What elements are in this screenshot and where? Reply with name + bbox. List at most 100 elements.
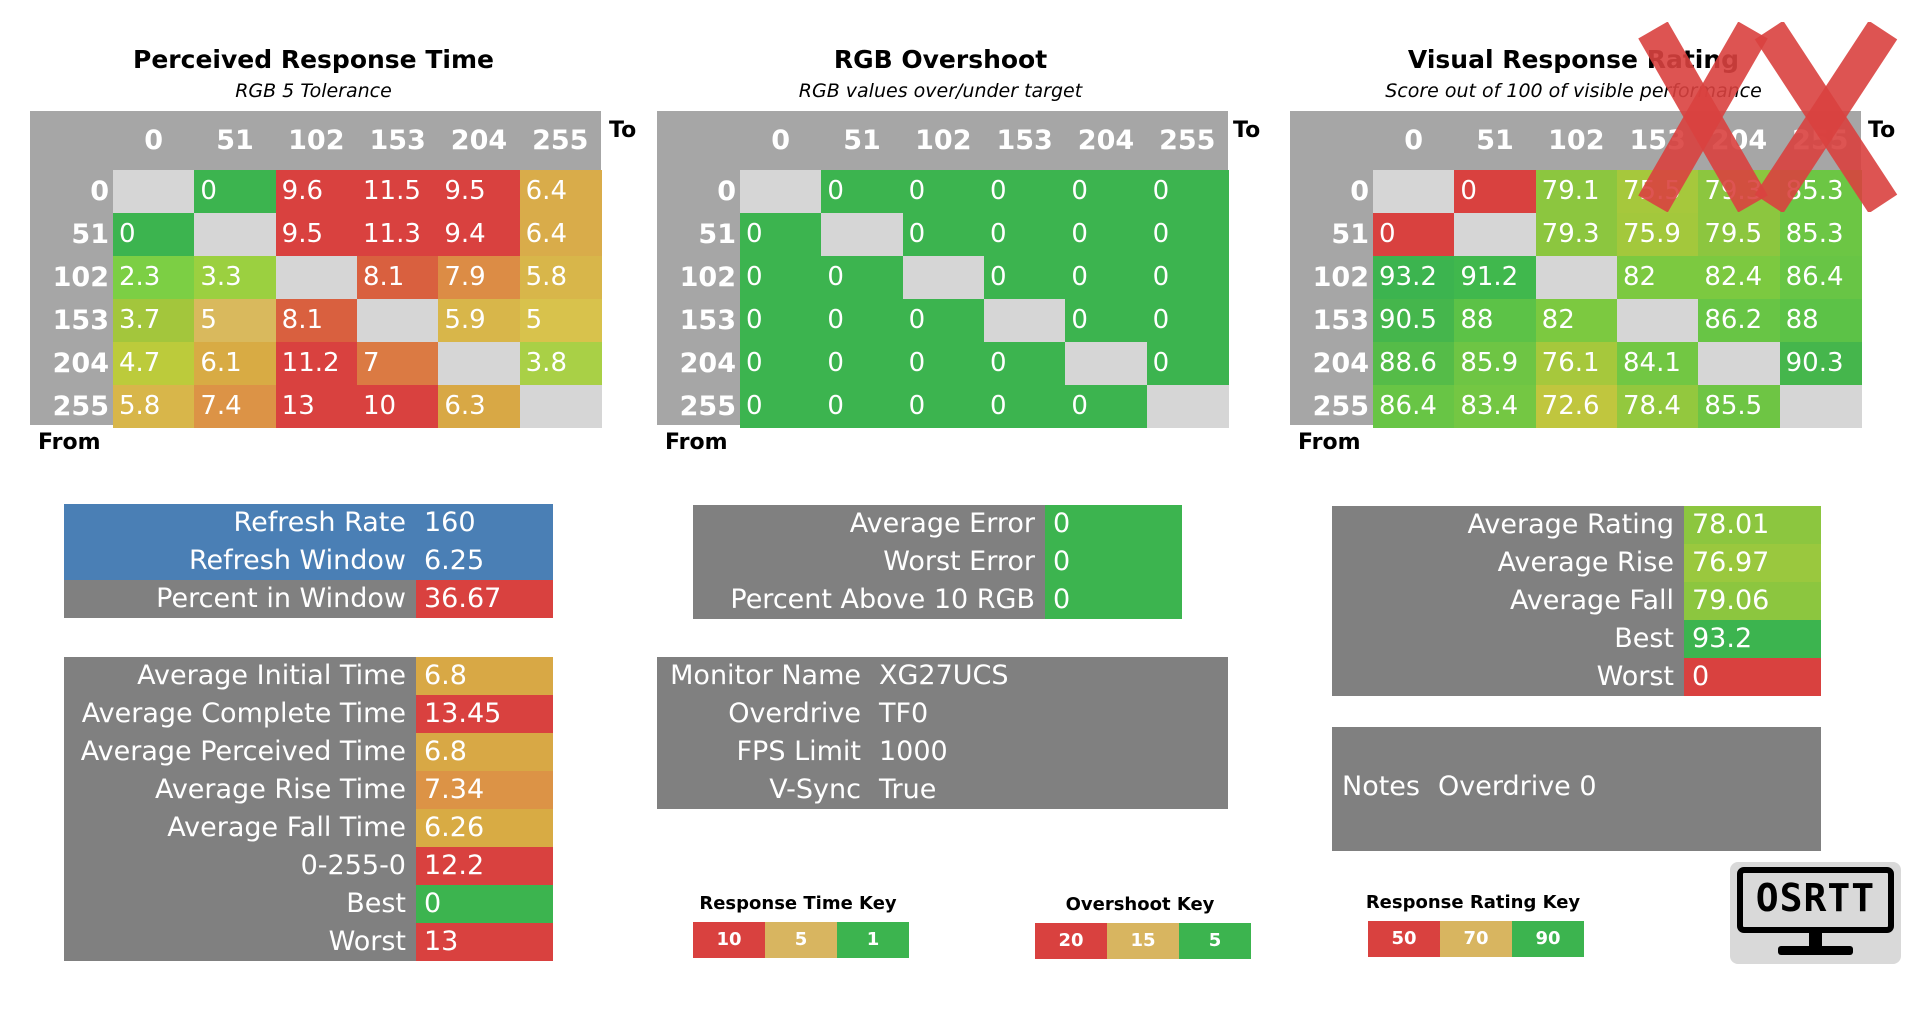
row-header: 204 — [679, 348, 736, 379]
heatmap-cell: 13 — [275, 385, 358, 428]
heatmap-cell: 86.4 — [1373, 385, 1455, 428]
heatmap-cell: 79.3 — [1535, 213, 1618, 256]
column-header: 51 — [216, 125, 254, 156]
heatmap-cell: 88.6 — [1373, 342, 1455, 385]
heatmap-perceived-response-time: 0 51 102 153 204 255 0 0 9.6 11.5 9.5 6.4 51 0 9.5 11.3… — [30, 111, 602, 428]
heatmap-cell — [821, 213, 904, 256]
heatmap-cell — [983, 299, 1066, 342]
heatmap-cell: 7.4 — [194, 385, 277, 428]
key-swatch: 15 — [1107, 923, 1179, 959]
column-header: 102 — [1548, 125, 1605, 156]
column-header: 255 — [1159, 125, 1216, 156]
chart-title-perceived: Perceived Response Time — [133, 45, 494, 74]
column-header: 51 — [1476, 125, 1514, 156]
column-header: 204 — [1077, 125, 1135, 156]
row-header: 51 — [1331, 219, 1369, 250]
row-header: 0 — [90, 176, 109, 207]
heatmap-cell: 79.5 — [1698, 213, 1781, 256]
heatmap-cell: 9.5 — [438, 170, 521, 213]
heatmap-cell: 0 — [902, 385, 985, 428]
stat-row: Best 93.2 — [1332, 620, 1821, 658]
row-header: 102 — [679, 262, 736, 293]
column-header: 51 — [843, 125, 881, 156]
heatmap-cell — [438, 342, 521, 385]
heatmap-cell: 0 — [740, 342, 822, 385]
osrtt-logo: OSRTT — [1730, 862, 1901, 964]
stat-row: Average Complete Time 13.45 — [64, 695, 553, 733]
column-header: 153 — [369, 125, 426, 156]
stat-label: Average Rise Time — [64, 771, 416, 809]
heatmap-cell: 4.7 — [113, 342, 195, 385]
stat-row: FPS Limit 1000 — [657, 733, 1228, 771]
stat-row: Best 0 — [64, 885, 553, 923]
stat-value: 6.25 — [416, 542, 553, 580]
heatmap-cell: 0 — [902, 170, 985, 213]
heatmap-cell: 88 — [1454, 299, 1537, 342]
heatmap-cell: 86.2 — [1698, 299, 1781, 342]
row-header: 204 — [52, 348, 109, 379]
heatmap-cell: 6.1 — [194, 342, 277, 385]
stat-label: 0-255-0 — [64, 847, 416, 885]
row-header: 153 — [1312, 305, 1369, 336]
heatmap-cell: 7.9 — [438, 256, 521, 299]
heatmap-cell — [519, 385, 602, 428]
column-header: 102 — [915, 125, 972, 156]
stat-label: Average Fall — [1332, 582, 1684, 620]
stat-label: Refresh Window — [64, 542, 416, 580]
heatmap-cell — [1779, 385, 1862, 428]
stat-row: Percent in Window 36.67 — [64, 580, 553, 618]
heatmap-cell: 93.2 — [1373, 256, 1455, 299]
stat-row: Average Initial Time 6.8 — [64, 657, 553, 695]
heatmap-cell: 83.4 — [1454, 385, 1537, 428]
stat-label: Average Complete Time — [64, 695, 416, 733]
heatmap-cell: 9.5 — [275, 213, 358, 256]
stat-row: Worst 13 — [64, 923, 553, 961]
column-header: 102 — [288, 125, 345, 156]
logo-text: OSRTT — [1755, 876, 1876, 920]
heatmap-cell: 11.3 — [356, 213, 439, 256]
key-swatch: 5 — [1179, 923, 1251, 959]
key-swatch: 20 — [1035, 923, 1107, 959]
heatmap-cell: 88 — [1779, 299, 1862, 342]
key-swatch: 50 — [1368, 921, 1440, 957]
row-header: 102 — [1312, 262, 1369, 293]
heatmap-cell: 3.8 — [519, 342, 602, 385]
heatmap-cell — [902, 256, 985, 299]
heatmap-cell: 0 — [983, 256, 1066, 299]
key-swatch: 70 — [1440, 921, 1512, 957]
heatmap-cell — [1535, 256, 1618, 299]
stat-value: 1000 — [871, 733, 1228, 771]
stat-value: 0 — [1045, 543, 1182, 581]
heatmap-rgb-overshoot: 0 51 102 153 204 255 0 0 0 0 0 0 51 0 0 0 0 0 102 0 0 0 0 0 153 0… — [657, 111, 1229, 428]
row-header: 153 — [679, 305, 736, 336]
heatmap-cell: 5 — [519, 299, 602, 342]
heatmap-cell: 5.8 — [113, 385, 195, 428]
heatmap-cell — [1065, 342, 1148, 385]
row-header: 255 — [679, 391, 736, 422]
stat-value: True — [871, 771, 1228, 809]
stat-row: Average Error 0 — [693, 505, 1182, 543]
heatmap-cell: 0 — [983, 170, 1066, 213]
axis-label-to: To — [609, 118, 637, 143]
heatmap-cell — [113, 170, 195, 213]
stat-row: Overdrive TF0 — [657, 695, 1228, 733]
stat-label: Overdrive — [657, 695, 871, 733]
stat-label: Worst — [64, 923, 416, 961]
stat-label: Average Fall Time — [64, 809, 416, 847]
heatmap-cell: 90.5 — [1373, 299, 1455, 342]
heatmap-cell: 8.1 — [275, 299, 358, 342]
heatmap-cell: 0 — [821, 299, 904, 342]
axis-label-from: From — [1298, 430, 1361, 455]
heatmap-cell: 0 — [902, 299, 985, 342]
row-header: 255 — [1312, 391, 1369, 422]
heatmap-cell: 0 — [821, 385, 904, 428]
heatmap-cell: 0 — [1146, 342, 1229, 385]
heatmap-cell: 75.9 — [1616, 213, 1699, 256]
heatmap-cell: 5 — [194, 299, 277, 342]
row-header: 204 — [1312, 348, 1369, 379]
stat-value: 6.8 — [416, 733, 553, 771]
row-header: 153 — [52, 305, 109, 336]
heatmap-cell: 3.7 — [113, 299, 195, 342]
stat-row: Monitor Name XG27UCS — [657, 657, 1228, 695]
stat-label: Average Perceived Time — [64, 733, 416, 771]
